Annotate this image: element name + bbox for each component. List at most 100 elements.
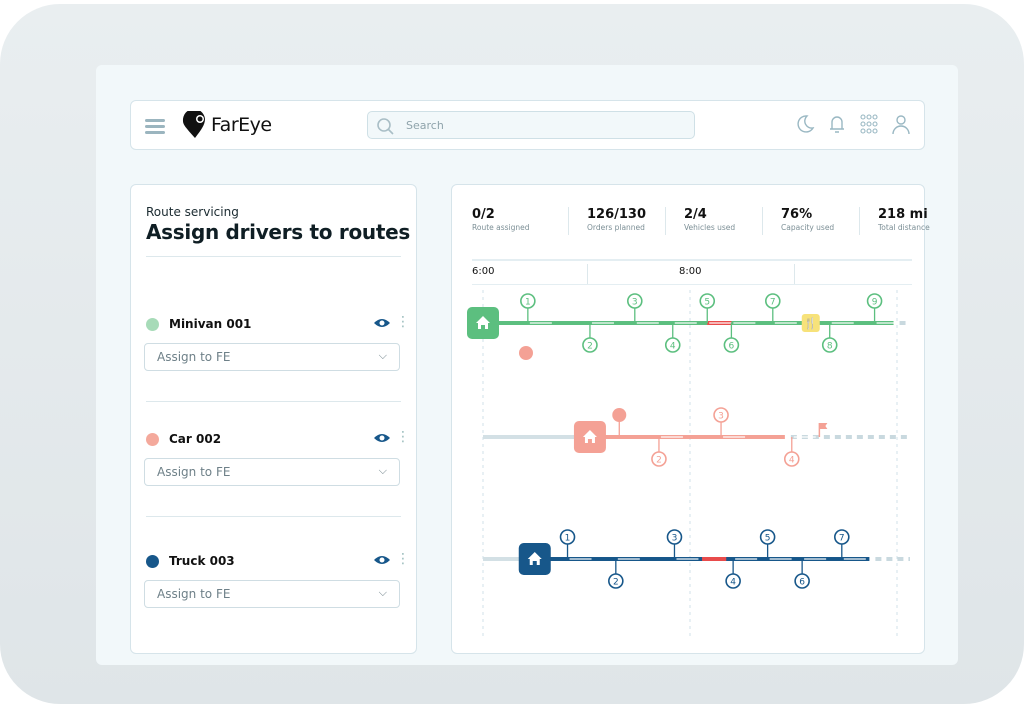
service-window [769,558,792,560]
stop-marker [783,451,800,467]
hamburger-menu-icon[interactable] [145,119,165,137]
stop-marker [866,293,883,309]
brand-name: FarEye [211,114,272,136]
tick-label: 8:00 [679,266,702,277]
vehicle-color-dot [146,318,159,331]
stop-number: 2 [613,578,619,588]
stop-marker [608,573,624,589]
stop-marker [559,529,576,545]
stop-number: 1 [525,298,531,308]
stop-marker [699,293,716,309]
assign-driver-dropdown[interactable]: Assign to FE ⌵ [144,458,400,486]
service-window [529,322,552,324]
meal-break-icon: 🍴 [804,317,818,330]
stop-number: 7 [839,534,845,544]
stop-number: 6 [729,342,735,352]
fareye-logo[interactable]: FarEye [181,111,272,139]
stop-number: 3 [718,412,724,422]
stop-number: 8 [827,342,833,352]
service-window [676,558,699,560]
service-window [876,322,899,324]
view-eye-icon[interactable] [373,554,391,566]
stop-marker [764,293,781,309]
service-window [793,436,816,438]
stop-number: 4 [670,342,676,352]
route-timeline-panel: 0/2 Route assigned 126/130 Orders planned … [451,184,930,654]
more-options-icon[interactable]: ⋮ [396,314,410,330]
time-axis: 6:00 8:00 [472,259,912,285]
stop-number: 2 [656,456,662,466]
stop-marker [723,337,740,353]
stop-marker [664,337,681,353]
view-eye-icon[interactable] [373,317,391,329]
vehicle-name: Car 002 [169,432,222,446]
logo-pin-icon [182,111,205,138]
home-icon [476,316,490,329]
page-title: Assign drivers to routes [146,220,410,244]
more-options-icon[interactable]: ⋮ [396,551,410,567]
stop-marker [626,293,643,309]
stop-marker [821,337,838,353]
vehicle-location-dot [519,346,533,360]
vehicle-name: Truck 003 [169,554,235,568]
service-window [774,322,797,324]
service-window [709,322,732,324]
service-window [735,558,758,560]
more-options-icon[interactable]: ⋮ [396,429,410,445]
stop-marker [725,573,741,589]
assign-driver-dropdown[interactable]: Assign to FE ⌵ [144,343,400,371]
stop-number: 5 [765,534,771,544]
dark-mode-moon-icon[interactable] [794,113,816,135]
service-window [804,558,827,560]
vehicle-color-dot [146,555,159,568]
kpi-strip: 0/2 Route assigned 126/130 Orders planned … [472,207,957,235]
stop-number: 4 [730,578,736,588]
search-icon [377,118,394,135]
notification-bell-icon[interactable] [826,113,848,135]
stop-number: 3 [672,534,678,544]
top-bar: FarEye Search [130,100,925,150]
stop-number: 5 [704,298,710,308]
vehicle-name: Minivan 001 [169,317,252,331]
stop-marker [582,337,598,353]
service-window [674,322,697,324]
chevron-down-icon: ⌵ [378,464,387,477]
stop-number: 6 [799,578,805,588]
apps-grid-icon[interactable] [858,113,880,135]
stop-number: 9 [872,298,878,308]
assign-driver-dropdown[interactable]: Assign to FE ⌵ [144,580,400,608]
kpi-total-distance: 218 mi Total distance [878,207,930,232]
tick-label: 6:00 [472,266,495,277]
service-window [617,558,640,560]
kpi-route-assigned: 0/2 Route assigned [472,207,569,235]
stop-marker [759,529,776,545]
stop-marker [713,407,729,423]
chevron-down-icon: ⌵ [378,586,387,599]
stop-number: 4 [789,456,795,466]
service-window [636,322,659,324]
stop-marker [651,451,667,467]
home-icon [582,430,597,443]
route-panel: Route servicing Assign drivers to routes… [130,184,417,654]
kpi-orders-planned: 126/130 Orders planned [569,207,666,235]
service-window [843,558,866,560]
route-timeline: 1 2 3 4 5 6 7 8 9 🍴 2 3 4 1 2 3 4 5 6 7 [467,290,910,636]
home-icon [527,552,542,565]
vehicle-color-dot [146,433,159,446]
stop-marker [833,529,850,545]
service-window [733,322,756,324]
kpi-capacity-used: 76% Capacity used [763,207,860,235]
service-window [660,436,683,438]
search-placeholder: Search [406,119,444,132]
stop-number: 3 [632,298,638,308]
end-flag-icon [819,423,828,429]
chevron-down-icon: ⌵ [378,349,387,362]
stop-number: 2 [587,342,593,352]
view-eye-icon[interactable] [373,432,391,444]
user-profile-icon[interactable] [890,113,912,135]
stop-number: 7 [770,298,776,308]
current-location-pin [612,408,627,422]
service-window [723,436,746,438]
service-window [831,322,854,324]
search-input[interactable]: Search [367,111,695,139]
